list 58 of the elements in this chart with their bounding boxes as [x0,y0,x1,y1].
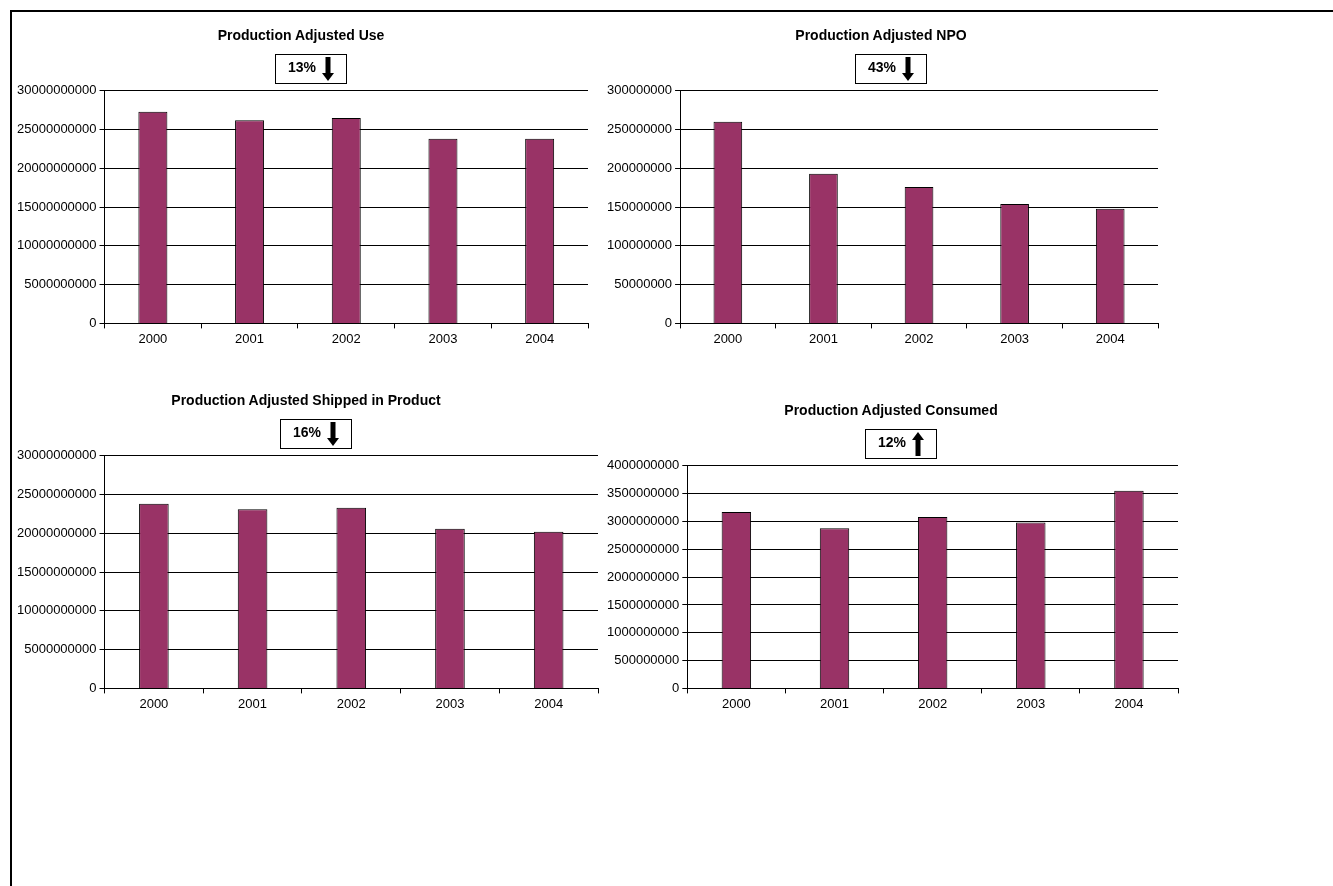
y-tick-label: 4000000000 [606,457,680,473]
x-tick-label: 2002 [331,330,361,346]
text: 13% [275,54,348,84]
x-tick-label: 2002 [336,695,366,711]
x-tick-label: 2000 [721,695,751,711]
x-tick-label: 2004 [1095,330,1125,346]
x-tick-label: 2001 [808,330,838,346]
x-tick-label: 2004 [534,695,564,711]
x-tick-label: 2002 [918,695,948,711]
y-tick-label: 25000000000 [17,486,97,502]
x-tick-label: 2004 [1114,695,1144,711]
chart-title: Production Adjusted NPO [795,27,967,44]
x-tick-label: 2003 [1000,330,1030,346]
text: 43% [855,54,928,84]
y-tick-label: 150000000 [606,198,673,214]
y-tick-label: 10000000000 [17,237,97,253]
y-tick-label: 50000000 [614,276,673,292]
y-tick-label: 3500000000 [606,485,680,501]
chart-title: Production Adjusted Use [217,27,385,44]
x-tick-label: 2000 [713,330,743,346]
y-tick-label: 30000000000 [17,82,97,98]
y-tick-label: 0 [672,679,680,695]
chart-title: Production Adjusted Shipped in Product [171,392,442,409]
y-tick-label: 100000000 [606,237,673,253]
y-tick-label: 300000000 [606,82,673,98]
x-tick-label: 2001 [235,330,265,346]
y-tick-label: 1000000000 [606,624,680,640]
text: 16% [280,419,353,449]
y-tick-label: 10000000000 [17,602,97,618]
x-tick-label: 2003 [428,330,458,346]
y-tick-label: 200000000 [606,159,673,175]
y-tick-label: 0 [89,314,97,330]
chart-title: Production Adjusted Consumed [784,402,998,419]
y-tick-label: 20000000000 [17,159,97,175]
x-tick-label: 2000 [139,695,169,711]
y-tick-label: 5000000000 [24,641,97,657]
y-tick-label: 2500000000 [606,540,680,556]
y-tick-label: 30000000000 [17,447,97,463]
x-tick-label: 2002 [904,330,934,346]
y-tick-label: 5000000000 [24,276,97,292]
x-tick-label: 2003 [435,695,465,711]
y-tick-label: 20000000000 [17,524,97,540]
y-tick-label: 0 [664,314,673,330]
y-tick-label: 15000000000 [17,563,97,579]
y-tick-label: 500000000 [614,652,680,668]
x-tick-label: 2001 [820,695,849,711]
text: 12% [865,429,938,459]
y-tick-label: 3000000000 [606,513,680,529]
x-tick-label: 2004 [525,330,555,346]
y-tick-label: 250000000 [606,121,673,137]
y-tick-label: 0 [89,679,97,695]
y-tick-label: 25000000000 [17,121,97,137]
y-tick-label: 1500000000 [606,596,680,612]
y-tick-label: 15000000000 [17,198,97,214]
y-tick-label: 2000000000 [606,568,680,584]
x-tick-label: 2000 [138,330,168,346]
x-tick-label: 2001 [238,695,268,711]
x-tick-label: 2003 [1016,695,1046,711]
